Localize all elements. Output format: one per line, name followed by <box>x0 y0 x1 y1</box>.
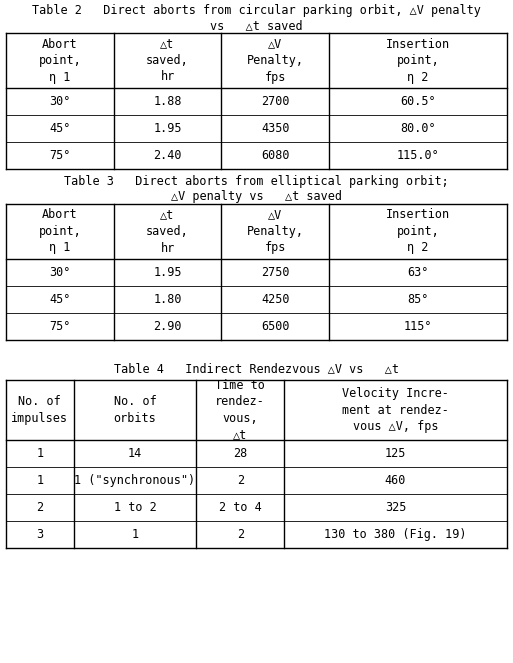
Text: 1.95: 1.95 <box>153 122 182 135</box>
Text: vs   △t saved: vs △t saved <box>210 19 303 32</box>
Text: Insertion
point,
η 2: Insertion point, η 2 <box>386 208 450 255</box>
Text: Table 2   Direct aborts from circular parking orbit, △V penalty: Table 2 Direct aborts from circular park… <box>32 4 481 17</box>
Text: Velocity Incre-
ment at rendez-
vous △V, fps: Velocity Incre- ment at rendez- vous △V,… <box>342 387 449 433</box>
Text: 4350: 4350 <box>261 122 289 135</box>
Text: 130 to 380 (Fig. 19): 130 to 380 (Fig. 19) <box>324 528 467 541</box>
Text: 30°: 30° <box>49 266 71 279</box>
Text: No. of
orbits: No. of orbits <box>114 395 156 425</box>
Text: △t
saved,
hr: △t saved, hr <box>146 208 189 255</box>
Text: 75°: 75° <box>49 149 71 162</box>
Text: 4250: 4250 <box>261 293 289 306</box>
Text: 1: 1 <box>131 528 139 541</box>
Text: 2: 2 <box>236 474 244 487</box>
Text: 28: 28 <box>233 447 247 460</box>
Text: 3: 3 <box>36 528 44 541</box>
Text: 45°: 45° <box>49 293 71 306</box>
Text: 2 to 4: 2 to 4 <box>219 501 262 514</box>
Text: Time to
rendez-
vous,
△t: Time to rendez- vous, △t <box>215 379 265 442</box>
Text: 30°: 30° <box>49 95 71 108</box>
Text: 115°: 115° <box>404 320 432 333</box>
Text: 6500: 6500 <box>261 320 289 333</box>
Text: 2: 2 <box>236 528 244 541</box>
Text: Table 4   Indirect Rendezvous △V vs   △t: Table 4 Indirect Rendezvous △V vs △t <box>114 363 399 375</box>
Text: 1 ("synchronous"): 1 ("synchronous") <box>74 474 195 487</box>
Text: Table 3   Direct aborts from elliptical parking orbit;: Table 3 Direct aborts from elliptical pa… <box>64 175 449 188</box>
Text: 1.95: 1.95 <box>153 266 182 279</box>
Text: 2: 2 <box>36 501 44 514</box>
Text: Insertion
point,
η 2: Insertion point, η 2 <box>386 38 450 84</box>
Text: △V
Penalty,
fps: △V Penalty, fps <box>247 208 304 255</box>
Text: 2.90: 2.90 <box>153 320 182 333</box>
Text: 75°: 75° <box>49 320 71 333</box>
Text: 80.0°: 80.0° <box>400 122 436 135</box>
Text: No. of
impulses: No. of impulses <box>11 395 68 425</box>
Text: 125: 125 <box>385 447 406 460</box>
Text: 2.40: 2.40 <box>153 149 182 162</box>
Text: 2700: 2700 <box>261 95 289 108</box>
Text: △t
saved,
hr: △t saved, hr <box>146 38 189 84</box>
Text: 1.80: 1.80 <box>153 293 182 306</box>
Text: 14: 14 <box>128 447 142 460</box>
Text: 1: 1 <box>36 447 44 460</box>
Text: Abort
point,
η 1: Abort point, η 1 <box>38 208 81 255</box>
Text: 1: 1 <box>36 474 44 487</box>
Text: △V
Penalty,
fps: △V Penalty, fps <box>247 38 304 84</box>
Text: 63°: 63° <box>407 266 429 279</box>
Text: 2750: 2750 <box>261 266 289 279</box>
Text: 325: 325 <box>385 501 406 514</box>
Text: 1 to 2: 1 to 2 <box>114 501 156 514</box>
Text: 60.5°: 60.5° <box>400 95 436 108</box>
Text: Abort
point,
η 1: Abort point, η 1 <box>38 38 81 84</box>
Text: △V penalty vs   △t saved: △V penalty vs △t saved <box>171 190 342 203</box>
Text: 460: 460 <box>385 474 406 487</box>
Text: 85°: 85° <box>407 293 429 306</box>
Text: 45°: 45° <box>49 122 71 135</box>
Text: 1.88: 1.88 <box>153 95 182 108</box>
Text: 115.0°: 115.0° <box>397 149 440 162</box>
Text: 6080: 6080 <box>261 149 289 162</box>
